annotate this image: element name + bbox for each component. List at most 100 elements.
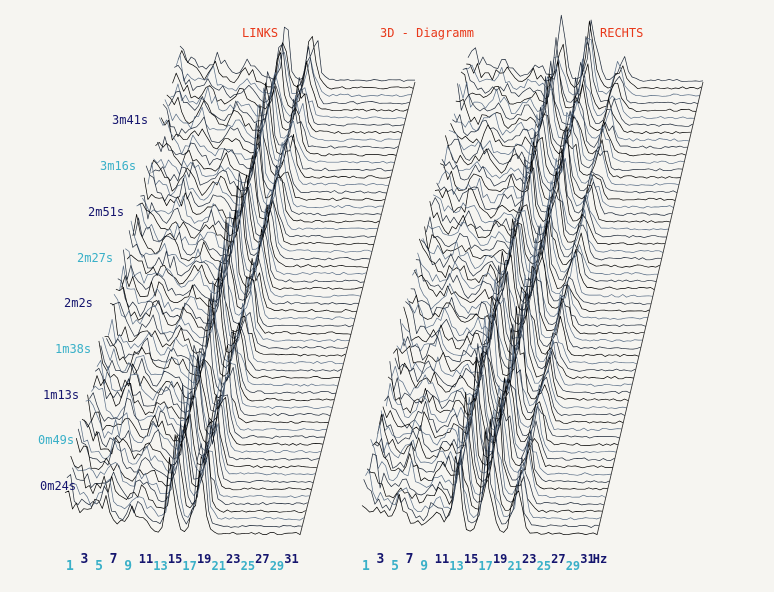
trace-links-40 [140, 186, 376, 238]
trace-links-60 [177, 36, 414, 90]
freq-tick-rechts-25: 25 [537, 559, 551, 573]
trace-rechts-0 [361, 429, 598, 536]
freq-tick-rechts-19: 19 [493, 552, 507, 566]
freq-tick-links-15: 15 [168, 552, 182, 566]
freq-tick-rechts-31: 31 [580, 552, 594, 566]
trace-rechts-60 [466, 20, 702, 90]
trace-links-57 [172, 52, 408, 112]
freq-tick-rechts-17: 17 [478, 559, 492, 573]
time-label-8: 3m41s [112, 113, 148, 127]
trace-links-21 [104, 298, 340, 379]
freq-tick-links-11: 11 [139, 552, 153, 566]
trace-links-59 [175, 52, 412, 98]
trace-links-13 [89, 344, 325, 439]
trace-links-55 [168, 77, 404, 127]
trace-links-35 [130, 206, 367, 276]
trace-rechts-1 [363, 427, 599, 528]
trace-rechts-3 [366, 418, 603, 513]
time-label-0: 0m24s [40, 479, 76, 493]
trace-links-49 [157, 118, 393, 172]
trace-rechts-36 [424, 204, 660, 268]
freq-tick-links-21: 21 [212, 559, 226, 573]
freq-tick-rechts-9: 9 [420, 559, 428, 574]
time-label-2: 1m13s [43, 388, 79, 402]
trace-rechts-42 [434, 147, 671, 223]
trace-links-56 [170, 72, 406, 120]
trace-rechts-34 [420, 220, 657, 283]
trace-rechts-8 [375, 385, 611, 476]
freq-tick-rechts-1: 1 [362, 559, 370, 574]
trace-rechts-17 [391, 315, 627, 409]
trace-links-22 [106, 292, 342, 372]
trace-rechts-61 [467, 14, 704, 83]
trace-links-37 [134, 172, 370, 261]
trace-links-2 [68, 440, 304, 521]
trace-links-10 [83, 390, 319, 461]
time-label-1: 0m49s [38, 433, 74, 447]
trace-links-43 [145, 153, 382, 216]
trace-rechts-14 [385, 345, 622, 432]
trace-links-58 [174, 43, 410, 105]
trace-links-3 [70, 434, 306, 513]
trace-links-15 [92, 344, 329, 424]
freq-tick-rechts-23: 23 [522, 552, 536, 566]
freq-tick-links-1: 1 [66, 559, 74, 574]
freq-tick-rechts-29: 29 [566, 559, 580, 573]
trace-links-54 [166, 84, 402, 135]
trace-rechts-9 [377, 377, 613, 469]
freq-tick-rechts-11: 11 [435, 552, 449, 566]
trace-links-25 [111, 272, 348, 350]
trace-links-32 [125, 211, 361, 298]
trace-links-38 [136, 178, 372, 253]
trace-rechts-52 [452, 76, 688, 149]
trace-links-6 [75, 421, 312, 491]
freq-tick-links-13: 13 [153, 559, 167, 573]
freq-unit-label: Hz [593, 552, 607, 566]
freq-tick-rechts-3: 3 [377, 552, 385, 567]
trace-rechts-10 [379, 392, 615, 462]
trace-links-33 [126, 209, 363, 291]
trace-links-5 [74, 429, 310, 498]
trace-links-16 [94, 348, 331, 417]
freq-tick-links-7: 7 [110, 552, 118, 567]
trace-links-52 [162, 71, 399, 149]
trace-links-50 [158, 87, 395, 164]
panel-edge-rechts [596, 81, 704, 536]
trace-rechts-18 [393, 306, 629, 402]
time-label-4: 2m2s [64, 296, 93, 310]
trace-links-44 [147, 141, 383, 209]
freq-tick-links-9: 9 [124, 559, 132, 574]
freq-tick-rechts-5: 5 [391, 559, 399, 574]
freq-tick-links-5: 5 [95, 559, 103, 574]
freq-tick-links-29: 29 [270, 559, 284, 573]
freq-tick-links-19: 19 [197, 552, 211, 566]
trace-rechts-15 [387, 327, 624, 424]
trace-links-14 [91, 367, 327, 431]
trace-rechts-22 [399, 292, 636, 372]
trace-links-53 [164, 79, 400, 142]
trace-links-41 [142, 169, 378, 231]
trace-rechts-7 [374, 402, 610, 484]
trace-links-8 [79, 391, 316, 476]
trace-links-30 [121, 219, 357, 313]
trace-rechts-40 [431, 157, 667, 238]
freq-tick-rechts-27: 27 [551, 552, 565, 566]
channel-label-right: RECHTS [600, 26, 643, 40]
trace-links-61 [179, 26, 415, 82]
trace-rechts-55 [457, 60, 693, 127]
trace-rechts-19 [394, 303, 631, 395]
trace-rechts-44 [438, 139, 674, 209]
trace-links-11 [85, 353, 321, 453]
trace-links-36 [132, 185, 368, 268]
trace-rechts-47 [443, 111, 679, 186]
time-label-6: 2m51s [88, 205, 124, 219]
time-label-7: 3m16s [100, 159, 136, 173]
trace-links-0 [64, 456, 301, 536]
trace-links-23 [108, 280, 344, 365]
trace-links-46 [151, 122, 387, 194]
freq-tick-rechts-21: 21 [508, 559, 522, 573]
trace-links-12 [87, 394, 323, 446]
trace-rechts-16 [389, 323, 625, 417]
channel-label-left: LINKS [242, 26, 278, 40]
